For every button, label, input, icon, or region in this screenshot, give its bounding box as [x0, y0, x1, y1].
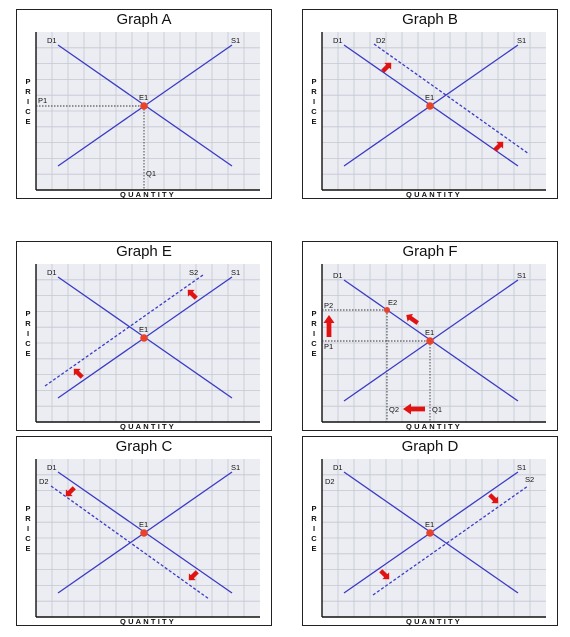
graph-e-supply-curve-s2	[44, 274, 204, 387]
graph-d-label-d1: D1	[333, 463, 343, 472]
graph-e-shift-arrow-1	[187, 289, 198, 300]
graph-c-label-s1: S1	[231, 463, 240, 472]
graph-e-label-s1: S1	[231, 268, 240, 277]
graph-d-label-e1: E1	[425, 520, 434, 529]
graph-b-label-d1: D1	[333, 36, 343, 45]
graph-c-label-d2: D2	[39, 477, 49, 486]
graph-a-label-d1: D1	[47, 36, 57, 45]
graph-f-x-axis-title: QUANTITY	[406, 422, 462, 431]
graph-a-equilibrium-point	[140, 102, 148, 110]
graph-d-supply-curve-s2	[372, 485, 529, 596]
graph-b-x-axis-title: QUANTITY	[406, 190, 462, 199]
graph-f-label-e2: E2	[388, 298, 397, 307]
graph-c-label-e1: E1	[139, 520, 148, 529]
graph-f-movement-arrow	[406, 313, 419, 325]
graph-a-label-q1: Q1	[146, 169, 156, 178]
graph-f-price-arrow	[323, 315, 335, 337]
graph-b-demand-curve-d2	[373, 43, 530, 155]
graph-f-grid	[322, 264, 546, 422]
graph-d-title: Graph D	[401, 438, 459, 455]
graph-f-label-p1: P1	[324, 342, 333, 351]
graph-e-label-d1: D1	[47, 268, 57, 277]
graph-a-label-e1: E1	[139, 93, 148, 102]
graph-d-label-d2: D2	[325, 477, 335, 486]
graph-d-x-axis-title: QUANTITY	[406, 617, 462, 626]
graph-e-label-e1: E1	[139, 325, 148, 334]
graph-f-title: Graph F	[402, 243, 458, 260]
graph-a-label-s1: S1	[231, 36, 240, 45]
graph-d-shift-arrow-2	[379, 569, 390, 580]
graph-d-label-s2: S2	[525, 475, 534, 484]
graph-f-label-p2: P2	[324, 301, 333, 310]
graph-d-equilibrium-point	[426, 529, 434, 537]
graph-a-grid	[36, 32, 260, 190]
graph-b-label-d2: D2	[376, 36, 386, 45]
graph-d-shift-arrow-1	[488, 493, 499, 504]
graph-c-equilibrium-point	[140, 529, 148, 537]
graph-b-label-e1: E1	[425, 93, 434, 102]
graph-a-x-axis-title: QUANTITY	[120, 190, 176, 199]
graph-d-grid	[322, 459, 546, 617]
graph-f-label-e1: E1	[425, 328, 434, 337]
graph-e-shift-arrow-2	[73, 368, 84, 379]
graph-b-shift-arrow-1	[381, 62, 392, 73]
graph-b-shift-arrow-2	[493, 141, 504, 152]
graph-c-shift-arrow-2	[188, 570, 199, 581]
graph-c-title: Graph C	[115, 438, 173, 455]
graph-a-title: Graph A	[116, 11, 172, 28]
graph-f-label-q2: Q2	[389, 405, 399, 414]
graph-e-title: Graph E	[116, 243, 172, 260]
graph-b-label-s1: S1	[517, 36, 526, 45]
graph-e-grid	[36, 264, 260, 422]
graph-b-equilibrium-point	[426, 102, 434, 110]
graph-e-equilibrium-point	[140, 334, 148, 342]
graph-f-point-e2	[384, 307, 390, 313]
graph-f-label-d1: D1	[333, 271, 343, 280]
graph-b-grid	[322, 32, 546, 190]
graph-f-label-q1: Q1	[432, 405, 442, 414]
graph-c-label-d1: D1	[47, 463, 57, 472]
graph-f-equilibrium-point-e1	[426, 337, 434, 345]
graph-f-quantity-arrow	[403, 403, 425, 415]
graph-f-label-s1: S1	[517, 271, 526, 280]
graph-e-label-s2: S2	[189, 268, 198, 277]
graph-a-label-p1: P1	[38, 96, 47, 105]
graph-b-title: Graph B	[402, 11, 458, 28]
graph-e-x-axis-title: QUANTITY	[120, 422, 176, 431]
graph-c-x-axis-title: QUANTITY	[120, 617, 176, 626]
graph-c-shift-arrow-1	[65, 486, 76, 497]
graph-d-label-s1: S1	[517, 463, 526, 472]
